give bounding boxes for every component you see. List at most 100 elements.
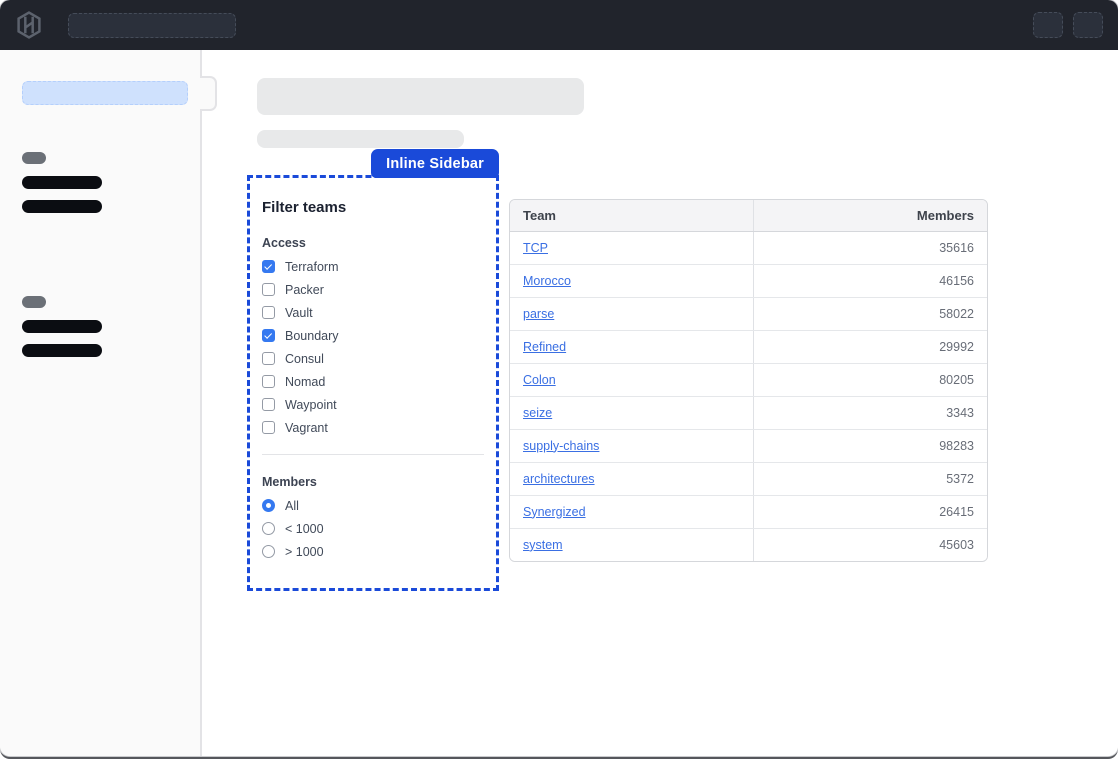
team-cell: Colon xyxy=(510,363,753,397)
members-cell: 29992 xyxy=(752,330,987,364)
checkbox-option[interactable]: Waypoint xyxy=(262,397,484,412)
nav-action-placeholder-1[interactable] xyxy=(1033,12,1063,38)
checkbox-option[interactable]: Vault xyxy=(262,305,484,320)
check-mark-icon xyxy=(264,330,273,339)
members-section-label: Members xyxy=(262,475,317,489)
sidebar-item-placeholder xyxy=(22,176,102,189)
radio-label: < 1000 xyxy=(285,521,324,536)
filter-panel: Filter teams Access Terraform Packer Vault… xyxy=(250,178,496,559)
checkbox-label: Vagrant xyxy=(285,420,328,435)
page-subtitle-placeholder xyxy=(257,130,464,148)
checkbox-label: Waypoint xyxy=(285,397,337,412)
annotation-badge: Inline Sidebar xyxy=(371,149,499,178)
checkbox-label: Vault xyxy=(285,305,313,320)
checkbox-option[interactable]: Packer xyxy=(262,282,484,297)
main-content: Inline Sidebar Filter teams Access Terra… xyxy=(202,50,1118,756)
table-row: Refined 29992 xyxy=(510,330,987,364)
radio-option[interactable]: > 1000 xyxy=(262,545,484,559)
checkbox-option[interactable]: Terraform xyxy=(262,259,484,274)
column-header-members: Members xyxy=(752,200,987,232)
teams-table: Team Members TCP 35616 Morocco 46156 parse 58… xyxy=(509,199,988,562)
checkbox-icon xyxy=(262,421,275,434)
team-link[interactable]: parse xyxy=(523,306,555,321)
checkbox-option[interactable]: Vagrant xyxy=(262,420,484,435)
sidebar-item-placeholder xyxy=(22,200,102,213)
nav-action-placeholder-2[interactable] xyxy=(1073,12,1103,38)
access-options: Terraform Packer Vault Boundary Consul Nomad W… xyxy=(262,259,484,435)
checkbox-icon xyxy=(262,306,275,319)
radio-dot-icon xyxy=(266,503,271,508)
column-header-team: Team xyxy=(510,200,753,232)
checkbox-icon xyxy=(262,375,275,388)
team-link[interactable]: TCP xyxy=(523,240,548,255)
team-link[interactable]: seize xyxy=(523,405,553,420)
team-link[interactable]: Colon xyxy=(523,372,556,387)
team-cell: parse xyxy=(510,297,753,331)
checkbox-icon xyxy=(262,329,275,342)
checkbox-label: Consul xyxy=(285,351,324,366)
table-row: Colon 80205 xyxy=(510,363,987,397)
radio-icon xyxy=(262,499,275,512)
team-link[interactable]: Synergized xyxy=(523,504,586,519)
team-cell: architectures xyxy=(510,462,753,496)
team-cell: system xyxy=(510,528,753,561)
members-cell: 5372 xyxy=(752,462,987,496)
members-cell: 35616 xyxy=(752,231,987,265)
team-cell: seize xyxy=(510,396,753,430)
members-cell: 58022 xyxy=(752,297,987,331)
table-row: architectures 5372 xyxy=(510,462,987,496)
table-row: Morocco 46156 xyxy=(510,264,987,298)
table-row: parse 58022 xyxy=(510,297,987,331)
members-cell: 3343 xyxy=(752,396,987,430)
team-link[interactable]: supply-chains xyxy=(523,438,600,453)
checkbox-icon xyxy=(262,398,275,411)
top-navbar xyxy=(0,0,1118,50)
radio-label: All xyxy=(285,498,299,513)
checkbox-option[interactable]: Boundary xyxy=(262,329,484,343)
sidebar-active-item-placeholder[interactable] xyxy=(22,81,188,105)
checkbox-label: Terraform xyxy=(285,259,339,274)
sidebar-section-label-placeholder xyxy=(22,152,46,164)
filter-panel-title: Filter teams xyxy=(262,199,347,216)
check-mark-icon xyxy=(264,261,273,270)
left-sidebar xyxy=(0,50,202,756)
checkbox-icon xyxy=(262,352,275,365)
team-cell: Refined xyxy=(510,330,753,364)
radio-option[interactable]: < 1000 xyxy=(262,521,484,536)
checkbox-option[interactable]: Consul xyxy=(262,351,484,366)
members-cell: 80205 xyxy=(752,363,987,397)
search-input-placeholder[interactable] xyxy=(68,12,236,38)
checkbox-option[interactable]: Nomad xyxy=(262,375,484,389)
page-title-placeholder xyxy=(257,78,584,115)
team-cell: Morocco xyxy=(510,264,753,298)
team-cell: supply-chains xyxy=(510,429,753,463)
table-row: Synergized 26415 xyxy=(510,495,987,529)
sidebar-item-placeholder xyxy=(22,344,102,357)
team-link[interactable]: Morocco xyxy=(523,273,571,288)
team-link[interactable]: architectures xyxy=(523,471,595,486)
teams-table-body: TCP 35616 Morocco 46156 parse 58022 Refined 299… xyxy=(510,231,987,561)
table-row: TCP 35616 xyxy=(510,231,987,265)
team-link[interactable]: Refined xyxy=(523,339,567,354)
filter-divider xyxy=(262,454,484,455)
inline-sidebar-annotation-box: Inline Sidebar Filter teams Access Terra… xyxy=(247,149,499,591)
members-cell: 45603 xyxy=(752,528,987,561)
navbar-actions xyxy=(1033,12,1103,38)
sidebar-toggle-notch[interactable] xyxy=(200,76,217,111)
table-header-row: Team Members xyxy=(510,200,987,232)
team-link[interactable]: system xyxy=(523,537,563,552)
members-cell: 26415 xyxy=(752,495,987,529)
table-row: seize 3343 xyxy=(510,396,987,430)
checkbox-icon xyxy=(262,283,275,296)
sidebar-section-label-placeholder xyxy=(22,296,46,308)
table-row: system 45603 xyxy=(510,528,987,561)
hashicorp-logo-icon xyxy=(15,11,42,39)
checkbox-icon xyxy=(262,260,275,273)
checkbox-label: Packer xyxy=(285,282,324,297)
team-cell: TCP xyxy=(510,231,753,265)
radio-icon xyxy=(262,522,275,535)
members-cell: 46156 xyxy=(752,264,987,298)
radio-option[interactable]: All xyxy=(262,498,484,513)
members-cell: 98283 xyxy=(752,429,987,463)
